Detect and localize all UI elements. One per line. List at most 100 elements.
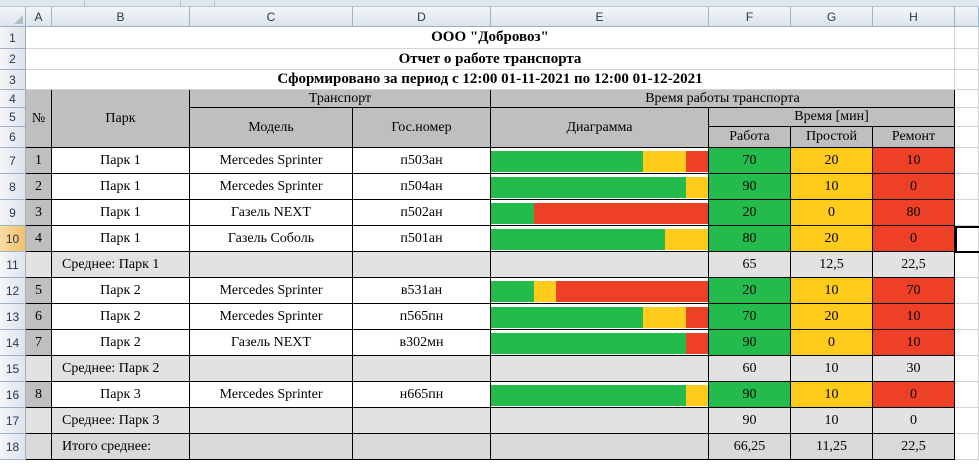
model-cell[interactable]: Газель NEXT — [190, 200, 353, 226]
work-value-cell[interactable]: 90 — [709, 174, 791, 200]
park-cell[interactable]: Парк 1 — [52, 226, 190, 252]
average-label-cell[interactable]: Среднее: Парк 3 — [52, 408, 190, 434]
average-num-cell[interactable] — [26, 252, 52, 278]
total-num-cell[interactable] — [26, 434, 52, 460]
active-cell-cursor[interactable] — [955, 226, 979, 253]
model-cell[interactable]: Mercedes Sprinter — [190, 304, 353, 330]
row-header-6[interactable]: 6 — [0, 127, 26, 148]
average-label-cell[interactable]: Среднее: Парк 1 — [52, 252, 190, 278]
column-i-cell[interactable] — [955, 252, 979, 278]
column-i-cell[interactable] — [955, 278, 979, 304]
row-header-7[interactable]: 7 — [0, 148, 26, 174]
total-empty-cell[interactable] — [190, 434, 353, 460]
average-empty-cell[interactable] — [190, 408, 353, 434]
report-company-title[interactable]: ООО "Добровоз" — [26, 27, 955, 49]
row-header-17[interactable]: 17 — [0, 408, 26, 434]
park-cell[interactable]: Парк 2 — [52, 304, 190, 330]
average-label-cell[interactable]: Среднее: Парк 2 — [52, 356, 190, 382]
diagram-cell[interactable] — [491, 330, 709, 356]
total-empty-cell[interactable] — [491, 434, 709, 460]
model-cell[interactable]: Mercedes Sprinter — [190, 148, 353, 174]
column-i-cell[interactable] — [955, 174, 979, 200]
report-period[interactable]: Сформировано за период с 12:00 01-11-202… — [26, 70, 955, 90]
column-header-b[interactable]: B — [52, 7, 190, 27]
column-i-cell[interactable] — [955, 330, 979, 356]
row-header-14[interactable]: 14 — [0, 330, 26, 356]
average-repair-cell[interactable]: 30 — [873, 356, 955, 382]
plate-cell[interactable]: п502ан — [353, 200, 491, 226]
park-cell[interactable]: Парк 1 — [52, 200, 190, 226]
plate-cell[interactable]: п501ан — [353, 226, 491, 252]
row-header-10[interactable]: 10 — [0, 226, 26, 252]
repair-value-cell[interactable]: 0 — [873, 382, 955, 408]
repair-value-cell[interactable]: 70 — [873, 278, 955, 304]
total-label-cell[interactable]: Итого среднее: — [52, 434, 190, 460]
column-i-cell[interactable] — [955, 148, 979, 174]
select-all-corner[interactable] — [0, 7, 26, 27]
average-empty-cell[interactable] — [353, 356, 491, 382]
column-i-cell[interactable] — [955, 356, 979, 382]
row-header-18[interactable]: 18 — [0, 434, 26, 460]
park-cell[interactable]: Парк 3 — [52, 382, 190, 408]
average-empty-cell[interactable] — [353, 252, 491, 278]
row-header-16[interactable]: 16 — [0, 382, 26, 408]
column-header-c[interactable]: C — [190, 7, 353, 27]
average-empty-cell[interactable] — [491, 356, 709, 382]
idle-value-cell[interactable]: 20 — [791, 226, 873, 252]
repair-value-cell[interactable]: 10 — [873, 330, 955, 356]
header-time-block[interactable]: Время работы транспорта — [491, 90, 955, 108]
plate-cell[interactable]: н665пн — [353, 382, 491, 408]
row-header-15[interactable]: 15 — [0, 356, 26, 382]
plate-cell[interactable]: в531ан — [353, 278, 491, 304]
idle-value-cell[interactable]: 0 — [791, 200, 873, 226]
plate-cell[interactable]: п503ан — [353, 148, 491, 174]
header-repair[interactable]: Ремонт — [873, 127, 955, 148]
park-cell[interactable]: Парк 1 — [52, 174, 190, 200]
model-cell[interactable]: Mercedes Sprinter — [190, 174, 353, 200]
average-idle-cell[interactable]: 10 — [791, 408, 873, 434]
average-work-cell[interactable]: 90 — [709, 408, 791, 434]
work-value-cell[interactable]: 70 — [709, 304, 791, 330]
row-number-cell[interactable]: 5 — [26, 278, 52, 304]
model-cell[interactable]: Mercedes Sprinter — [190, 382, 353, 408]
idle-value-cell[interactable]: 10 — [791, 174, 873, 200]
model-cell[interactable]: Mercedes Sprinter — [190, 278, 353, 304]
row-number-cell[interactable]: 3 — [26, 200, 52, 226]
average-work-cell[interactable]: 60 — [709, 356, 791, 382]
row-number-cell[interactable]: 6 — [26, 304, 52, 330]
column-i-cell[interactable] — [955, 434, 979, 460]
work-value-cell[interactable]: 20 — [709, 278, 791, 304]
column-header-g[interactable]: G — [791, 7, 873, 27]
work-value-cell[interactable]: 90 — [709, 330, 791, 356]
diagram-cell[interactable] — [491, 382, 709, 408]
average-idle-cell[interactable]: 10 — [791, 356, 873, 382]
idle-value-cell[interactable]: 0 — [791, 330, 873, 356]
average-repair-cell[interactable]: 22,5 — [873, 252, 955, 278]
average-empty-cell[interactable] — [190, 252, 353, 278]
row-header-5[interactable]: 5 — [0, 108, 26, 127]
plate-cell[interactable]: п565пн — [353, 304, 491, 330]
header-diagram[interactable]: Диаграмма — [491, 108, 709, 148]
row-number-cell[interactable]: 8 — [26, 382, 52, 408]
diagram-cell[interactable] — [491, 174, 709, 200]
work-value-cell[interactable]: 20 — [709, 200, 791, 226]
average-empty-cell[interactable] — [491, 408, 709, 434]
idle-value-cell[interactable]: 10 — [791, 278, 873, 304]
report-subtitle[interactable]: Отчет о работе транспорта — [26, 49, 955, 70]
average-num-cell[interactable] — [26, 408, 52, 434]
row-header-4[interactable]: 4 — [0, 90, 26, 108]
average-empty-cell[interactable] — [353, 408, 491, 434]
row-number-cell[interactable]: 4 — [26, 226, 52, 252]
average-idle-cell[interactable]: 12,5 — [791, 252, 873, 278]
diagram-cell[interactable] — [491, 226, 709, 252]
row-header-11[interactable]: 11 — [0, 252, 26, 278]
column-i-cell[interactable] — [955, 304, 979, 330]
idle-value-cell[interactable]: 20 — [791, 148, 873, 174]
column-header-next[interactable] — [955, 7, 979, 27]
average-empty-cell[interactable] — [491, 252, 709, 278]
header-park[interactable]: Парк — [52, 90, 190, 148]
column-i-cell[interactable] — [955, 70, 979, 90]
diagram-cell[interactable] — [491, 304, 709, 330]
idle-value-cell[interactable]: 10 — [791, 382, 873, 408]
repair-value-cell[interactable]: 10 — [873, 148, 955, 174]
